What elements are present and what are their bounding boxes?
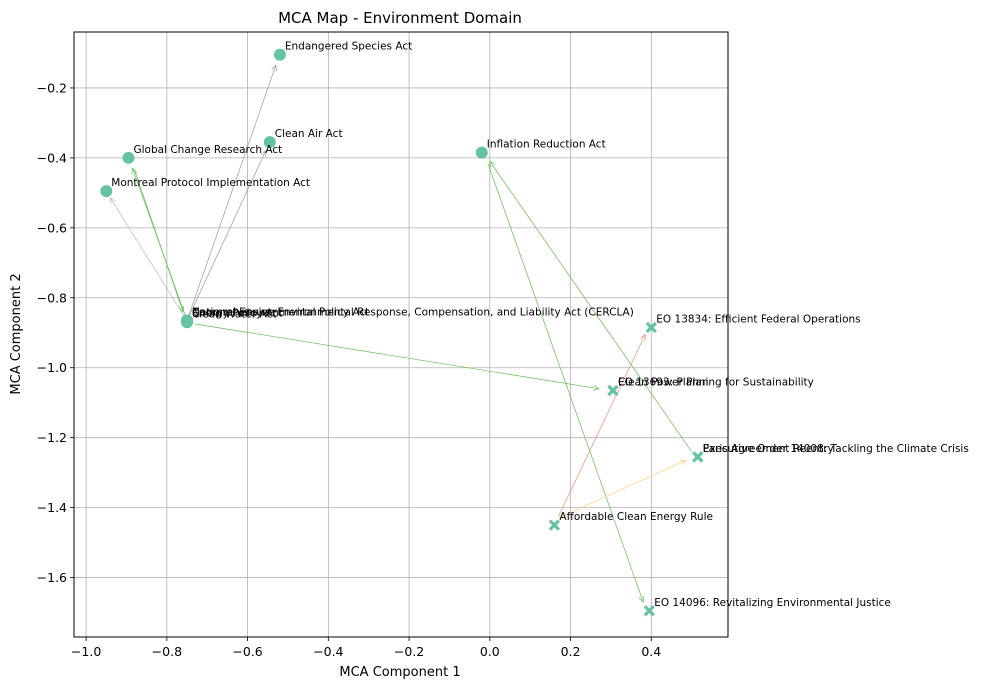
point-label: EO 14096: Revitalizing Environmental Jus… [654, 597, 891, 609]
y-tick-label: −0.4 [37, 150, 67, 165]
data-point [273, 48, 286, 61]
point-label: EO 13693: Planning for Sustainability [618, 376, 814, 388]
data-point [263, 136, 276, 149]
point-label: Energy Policy Act [192, 308, 283, 320]
x-tick-label: 0.2 [561, 644, 581, 659]
y-axis-label: MCA Component 2 [9, 273, 24, 394]
x-tick-label: 0.4 [641, 644, 661, 659]
chart-title: MCA Map - Environment Domain [278, 9, 522, 27]
arrow [186, 64, 277, 321]
y-tick-label: −0.8 [37, 290, 67, 305]
point-label: Clean Air Act [275, 128, 343, 140]
x-axis-label: MCA Component 1 [339, 665, 460, 680]
point-label: EO 13834: Efficient Federal Operations [656, 314, 860, 326]
point-labels: Endangered Species Act Clean Air Act Globa… [111, 41, 969, 609]
x-tick-label: −0.2 [394, 644, 424, 659]
arrow [558, 333, 646, 517]
data-point [100, 185, 113, 198]
x-tick-label: −0.4 [313, 644, 343, 659]
point-label: National Environmental Policy Act [192, 307, 369, 319]
point-label: Paris Agreement Reentry [703, 443, 834, 455]
point-label: Clean Power Plan [618, 376, 709, 388]
arrow [195, 323, 600, 391]
y-tick-label: −0.6 [37, 220, 67, 235]
point-label: Affordable Clean Energy Rule [559, 511, 713, 523]
grid [74, 32, 728, 637]
x-tick-label: −0.8 [152, 644, 182, 659]
point-label: Inflation Reduction Act [487, 139, 606, 151]
point-label: Montreal Protocol Implementation Act [111, 177, 310, 189]
y-tick-label: −1.6 [37, 570, 67, 585]
data-point [692, 451, 704, 463]
arrow [186, 150, 267, 321]
point-label: Executive Order 14008: Tackling the Clim… [703, 443, 969, 455]
data-point [181, 315, 194, 328]
arrow [558, 459, 687, 519]
data-point [643, 605, 655, 617]
point-label: Global Change Research Act [134, 144, 283, 156]
arrows [109, 64, 692, 603]
point-label: Clean Water Act [192, 308, 276, 320]
arrow [487, 163, 645, 603]
plot-frame [73, 31, 729, 638]
y-tick-label: −1.0 [37, 360, 67, 375]
y-tick-label: −1.4 [37, 500, 67, 515]
x-tick-label: 0.0 [480, 644, 500, 659]
x-axis-ticks: −1.0 −0.8 −0.6 −0.4 −0.2 0.0 0.2 0.4 [71, 637, 661, 659]
x-tick-label: −1.0 [71, 644, 101, 659]
data-point [645, 321, 657, 334]
y-tick-label: −1.2 [37, 430, 67, 445]
points [100, 48, 704, 617]
arrow [134, 170, 185, 313]
data-point [607, 384, 619, 397]
point-label: Endangered Species Act [285, 41, 412, 53]
y-axis-ticks: −0.2 −0.4 −0.6 −0.8 −1.0 −1.2 −1.4 −1.6 [37, 80, 74, 585]
data-point [475, 146, 488, 159]
point-label: Comprehensive Environmental Response, Co… [192, 307, 634, 319]
y-tick-label: −0.2 [37, 80, 67, 95]
x-tick-label: −0.6 [232, 644, 262, 659]
arrow [109, 197, 188, 321]
data-point [548, 519, 561, 531]
data-point [122, 151, 135, 164]
arrow [489, 160, 692, 452]
